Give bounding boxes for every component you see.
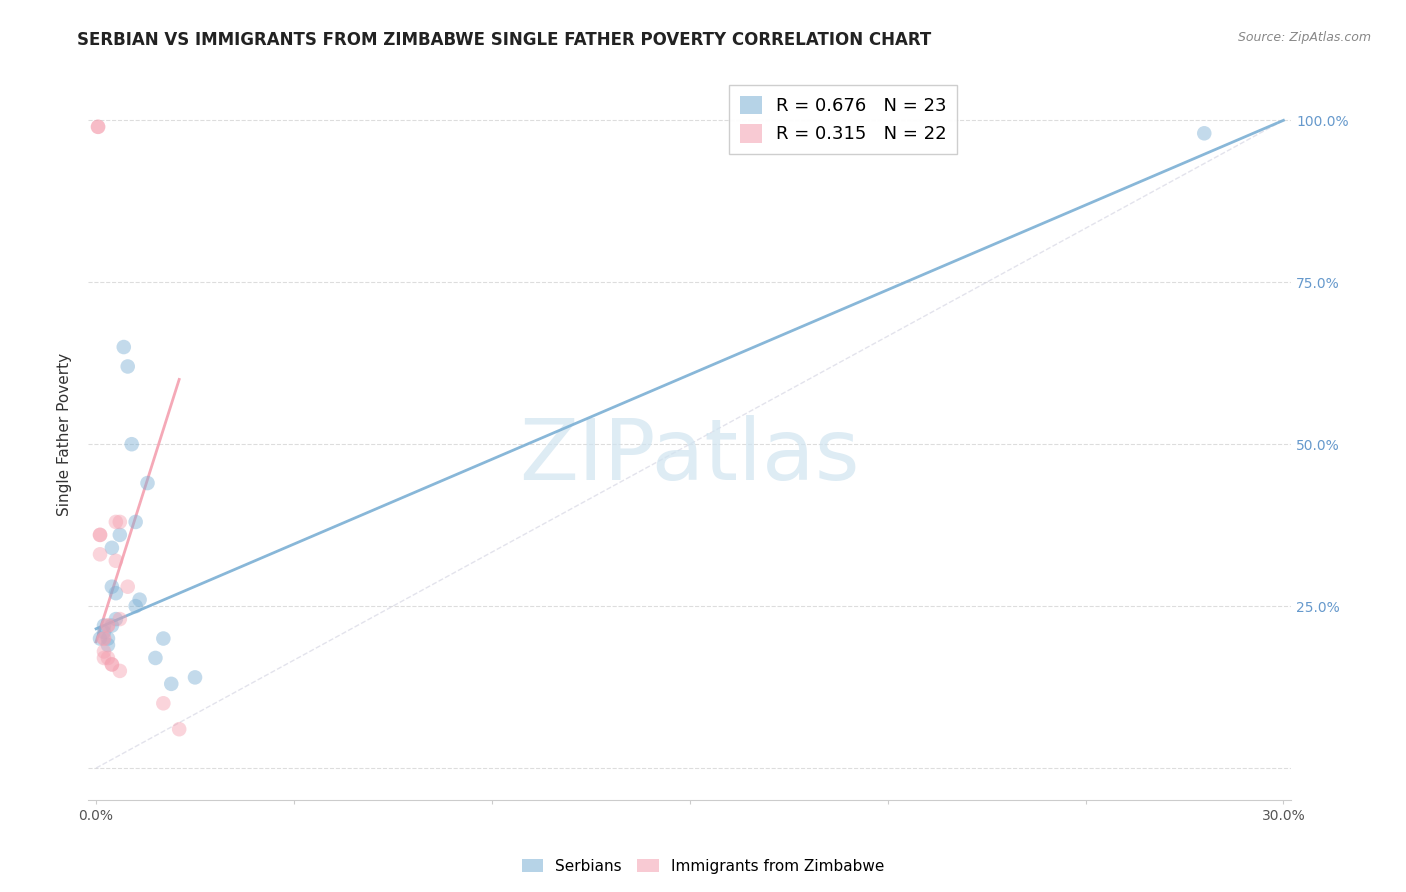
Y-axis label: Single Father Poverty: Single Father Poverty	[58, 353, 72, 516]
Point	[1194, 126, 1216, 140]
Point	[87, 120, 110, 134]
Point	[93, 651, 115, 665]
Text: SERBIAN VS IMMIGRANTS FROM ZIMBABWE SINGLE FATHER POVERTY CORRELATION CHART: SERBIAN VS IMMIGRANTS FROM ZIMBABWE SING…	[77, 31, 932, 49]
Text: ZIPatlas: ZIPatlas	[519, 415, 860, 498]
Point	[128, 592, 150, 607]
Point	[121, 437, 143, 451]
Point	[104, 612, 127, 626]
Point	[167, 722, 190, 736]
Point	[124, 599, 146, 614]
Point	[104, 515, 127, 529]
Point	[87, 120, 110, 134]
Point	[117, 580, 139, 594]
Point	[101, 657, 124, 672]
Point	[93, 644, 115, 658]
Point	[108, 664, 131, 678]
Point	[104, 554, 127, 568]
Point	[97, 651, 120, 665]
Point	[112, 340, 135, 354]
Point	[108, 528, 131, 542]
Point	[93, 625, 115, 640]
Point	[97, 618, 120, 632]
Point	[93, 632, 115, 646]
Point	[101, 657, 124, 672]
Point	[89, 632, 111, 646]
Point	[152, 632, 174, 646]
Point	[89, 528, 111, 542]
Point	[160, 677, 183, 691]
Point	[93, 632, 115, 646]
Point	[145, 651, 167, 665]
Legend: Serbians, Immigrants from Zimbabwe: Serbians, Immigrants from Zimbabwe	[516, 853, 890, 880]
Point	[89, 547, 111, 561]
Point	[101, 618, 124, 632]
Point	[108, 612, 131, 626]
Point	[97, 632, 120, 646]
Point	[93, 618, 115, 632]
Legend: R = 0.676   N = 23, R = 0.315   N = 22: R = 0.676 N = 23, R = 0.315 N = 22	[730, 85, 957, 154]
Point	[97, 638, 120, 652]
Point	[104, 586, 127, 600]
Point	[117, 359, 139, 374]
Point	[97, 618, 120, 632]
Point	[108, 515, 131, 529]
Point	[136, 476, 159, 491]
Point	[152, 696, 174, 710]
Point	[89, 528, 111, 542]
Point	[124, 515, 146, 529]
Text: Source: ZipAtlas.com: Source: ZipAtlas.com	[1237, 31, 1371, 45]
Point	[101, 541, 124, 555]
Point	[101, 580, 124, 594]
Point	[184, 670, 207, 684]
